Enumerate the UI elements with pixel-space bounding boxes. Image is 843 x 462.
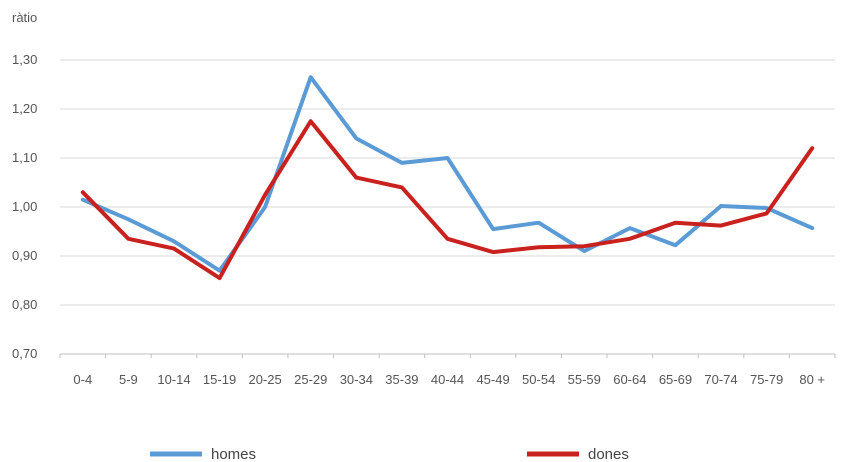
data-point-homes	[537, 221, 541, 225]
data-point-homes	[491, 227, 495, 231]
x-tick-label: 75-79	[750, 372, 783, 387]
x-tick-label: 10-14	[157, 372, 190, 387]
data-point-dones	[491, 250, 495, 254]
x-tick-label: 40-44	[431, 372, 464, 387]
series-line-homes	[80, 75, 815, 273]
data-point-dones	[810, 146, 814, 150]
data-point-homes	[126, 217, 130, 221]
x-tick-labels: 0-4 5-9 10-14 15-19 20-25 25-29 30-34 35-39 40-4…	[73, 372, 825, 387]
legend-label-dones: dones	[588, 446, 629, 462]
data-point-homes	[810, 226, 814, 230]
data-point-homes	[354, 136, 358, 140]
data-point-homes	[673, 243, 677, 247]
data-point-dones	[309, 119, 313, 123]
x-axis	[59, 353, 836, 358]
y-tick-label: 1,20	[12, 101, 37, 116]
x-tick-label: 70-74	[704, 372, 737, 387]
x-tick-label: 80 +	[799, 372, 825, 387]
data-point-dones	[446, 237, 449, 241]
gridlines	[60, 59, 835, 306]
data-point-dones	[719, 224, 723, 228]
y-tick-label: 1,10	[12, 150, 37, 165]
x-tick-label: 35-39	[385, 372, 418, 387]
data-point-dones	[218, 276, 222, 280]
data-point-homes	[81, 198, 85, 202]
x-tick-label: 25-29	[294, 372, 327, 387]
x-tick-label: 60-64	[613, 372, 646, 387]
data-point-dones	[172, 247, 176, 251]
x-tick-label: 50-54	[522, 372, 555, 387]
x-tick-label: 30-34	[340, 372, 373, 387]
data-point-homes	[218, 269, 222, 273]
x-tick-label: 65-69	[659, 372, 692, 387]
data-point-dones	[354, 176, 358, 180]
x-tick-label: 55-59	[568, 372, 601, 387]
y-tick-label: 1,30	[12, 52, 37, 67]
data-point-homes	[446, 156, 449, 160]
legend-label-homes: homes	[211, 446, 256, 462]
data-point-homes	[400, 161, 404, 165]
data-point-dones	[126, 237, 130, 241]
data-point-dones	[537, 245, 541, 249]
series-lines	[80, 75, 815, 281]
data-point-dones	[673, 221, 677, 225]
data-point-homes	[582, 249, 586, 253]
data-point-homes	[719, 204, 723, 208]
data-point-dones	[400, 185, 404, 189]
data-point-homes	[172, 239, 176, 243]
y-tick-label: 0,70	[12, 346, 37, 361]
x-tick-label: 45-49	[476, 372, 509, 387]
data-point-homes	[628, 226, 632, 230]
data-point-dones	[582, 244, 586, 248]
y-tick-labels: 0,70 0,80 0,90 1,00 1,10 1,20 1,30	[12, 52, 37, 361]
x-tick-label: 5-9	[119, 372, 138, 387]
data-point-dones	[263, 193, 267, 197]
x-tick-label: 0-4	[73, 372, 92, 387]
data-point-homes	[309, 75, 313, 79]
y-axis-title: ràtio	[12, 10, 37, 25]
data-point-dones	[81, 190, 85, 194]
y-tick-label: 0,80	[12, 297, 37, 312]
data-point-dones	[628, 237, 632, 241]
y-tick-label: 0,90	[12, 248, 37, 263]
x-tick-label: 15-19	[203, 372, 236, 387]
data-point-homes	[765, 206, 769, 210]
x-tick-label: 20-25	[249, 372, 282, 387]
data-point-dones	[765, 211, 769, 215]
legend: homes dones	[150, 446, 629, 462]
data-point-homes	[263, 205, 267, 209]
y-tick-label: 1,00	[12, 199, 37, 214]
